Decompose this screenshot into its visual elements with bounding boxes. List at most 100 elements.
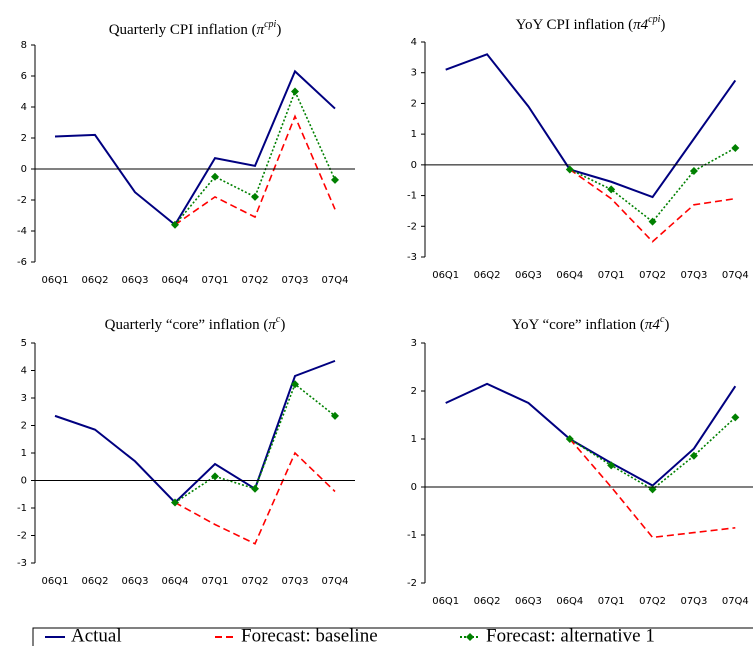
x-tick-label: 06Q1 [432,270,459,281]
x-tick-label: 07Q2 [242,275,269,286]
series-line [445,53,737,199]
y-tick-label: -3 [407,252,417,263]
x-tick-label: 06Q1 [42,576,69,587]
marker [607,461,616,470]
y-tick-label: 3 [411,68,417,79]
x-tick-label: 07Q4 [322,275,349,286]
x-tick-label: 07Q3 [282,275,309,286]
series-line [445,382,737,487]
y-tick-label: -2 [17,531,27,542]
title-symbol: π [257,22,265,38]
x-tick-label: 06Q1 [432,596,459,607]
y-tick-label: 8 [21,40,27,51]
x-tick-label: 07Q1 [202,576,229,587]
y-tick-label: 1 [411,129,417,140]
x-tick-label: 06Q3 [122,576,149,587]
marker [211,172,219,181]
x-tick-label: 06Q2 [474,270,501,281]
y-tick-label: -2 [407,578,417,589]
y-tick-label: 3 [21,393,27,404]
marker [331,411,339,420]
marker [731,413,740,422]
marker [689,451,698,460]
y-tick-label: 0 [21,164,27,175]
y-tick-label: -1 [17,503,27,514]
y-tick-label: -1 [407,191,417,202]
marker [171,220,179,229]
marker [648,217,657,226]
x-tick-label: 06Q4 [162,576,189,587]
marker [689,167,698,175]
marker [291,380,299,389]
title-text: Quarterly “core” inflation ( [105,317,269,333]
y-tick-label: 1 [411,434,417,445]
chart [445,382,740,539]
series-line [174,114,336,226]
title-text: YoY “core” inflation ( [512,317,645,333]
marker [251,484,259,493]
y-tick-label: -6 [17,257,27,268]
marker [565,165,574,174]
y-tick-label: 4 [21,102,27,113]
y-tick-label: 2 [21,421,27,432]
x-tick-label: 06Q4 [556,596,583,607]
chart-title: YoY CPI inflation (π4cpi) [516,14,666,33]
title-symbol: π [268,317,276,333]
title-text: YoY CPI inflation ( [516,17,634,33]
marker [291,87,299,96]
x-tick-label: 06Q2 [474,596,501,607]
y-tick-label: 4 [21,366,27,377]
legend-label: Actual [71,625,122,646]
series-line [54,69,336,227]
y-tick-label: -4 [17,226,27,237]
x-tick-label: 07Q2 [242,576,269,587]
x-tick-label: 07Q4 [722,596,749,607]
x-tick-label: 07Q1 [598,596,625,607]
y-tick-label: 0 [21,476,27,487]
chart [445,53,740,243]
y-tick-label: 0 [411,160,417,171]
x-tick-label: 07Q4 [322,576,349,587]
y-tick-label: -1 [407,530,417,541]
title-symbol: π4 [633,17,649,33]
x-tick-label: 06Q3 [122,275,149,286]
x-tick-label: 07Q1 [598,270,625,281]
title-sup: cpi [648,14,660,25]
marker [607,185,616,194]
y-tick-label: 3 [411,338,417,349]
legend-label: Forecast: baseline [241,625,378,646]
legend-box [32,627,753,646]
chart-title: Quarterly “core” inflation (πc) [105,314,286,333]
y-tick-label: 5 [21,338,27,349]
y-tick-label: 2 [411,386,417,397]
x-tick-label: 06Q3 [515,270,542,281]
marker [251,192,259,201]
title-close: ) [664,317,669,333]
chart-title: Quarterly CPI inflation (πcpi) [109,19,282,38]
y-tick-label: -2 [17,195,27,206]
x-tick-label: 07Q3 [282,576,309,587]
y-tick-label: 6 [21,71,27,82]
series-line [569,147,736,223]
marker [731,143,740,152]
x-tick-label: 07Q1 [202,275,229,286]
x-tick-label: 07Q3 [680,270,707,281]
title-sup: c [660,314,665,325]
title-symbol: π4 [645,317,661,333]
marker [211,472,219,481]
y-tick-label: 2 [21,133,27,144]
chart [54,359,339,545]
x-tick-label: 06Q2 [82,576,109,587]
y-tick-label: 4 [411,37,417,48]
x-tick-label: 06Q3 [515,596,542,607]
title-sup: cpi [264,19,276,30]
series-line [54,359,336,504]
y-tick-label: 0 [411,482,417,493]
title-close: ) [280,317,285,333]
title-close: ) [276,22,281,38]
y-tick-label: 2 [411,98,417,109]
x-tick-label: 06Q2 [82,275,109,286]
chart [54,69,339,229]
y-tick-label: -2 [407,221,417,232]
